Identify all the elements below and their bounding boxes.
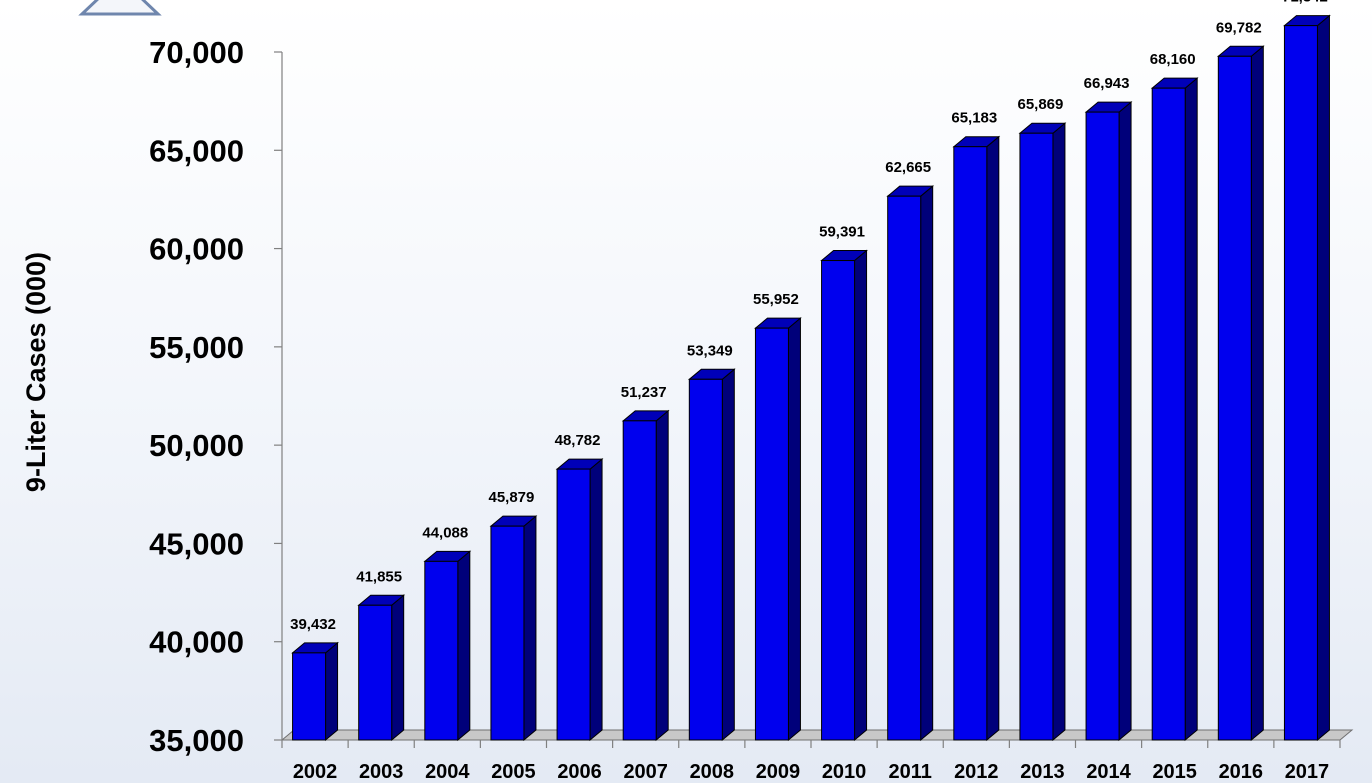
bar-side	[523, 515, 537, 742]
bar	[424, 560, 459, 741]
x-tick-label: 2014	[1086, 761, 1131, 783]
x-tick-label: 2002	[293, 761, 338, 783]
bar-side	[920, 185, 934, 742]
x-tick-label: 2011	[888, 761, 931, 783]
data-label: 65,869	[1017, 96, 1063, 113]
bar-side	[1184, 77, 1198, 742]
bar-side	[721, 368, 735, 742]
bar-side	[655, 409, 669, 742]
x-tick-label: 2004	[425, 761, 470, 783]
bar	[556, 468, 591, 741]
bar	[887, 195, 922, 741]
y-tick-label: 65,000	[149, 133, 244, 168]
x-tick-label: 2007	[623, 761, 668, 783]
data-label: 41,855	[356, 568, 402, 585]
bar-side	[986, 135, 1000, 742]
y-tick-label: 70,000	[149, 35, 244, 70]
data-label: 66,943	[1084, 75, 1130, 92]
y-axis-title: 9-Liter Cases (000)	[21, 252, 51, 492]
x-tick-label: 2017	[1285, 761, 1330, 783]
y-tick-label: 45,000	[149, 526, 244, 561]
bar	[292, 652, 327, 741]
data-label: 68,160	[1150, 51, 1196, 68]
bar	[358, 604, 393, 741]
data-label: 71,342	[1282, 0, 1328, 6]
x-tick-label: 2008	[690, 761, 735, 783]
x-tick-label: 2016	[1219, 761, 1264, 783]
bar	[821, 260, 856, 741]
nav-triangle-icon	[78, 0, 162, 16]
data-label: 51,237	[621, 384, 667, 401]
bar	[953, 146, 988, 741]
x-tick-label: 2010	[822, 761, 867, 783]
data-label: 65,183	[951, 110, 997, 127]
data-label: 62,665	[885, 159, 931, 176]
data-label: 55,952	[753, 291, 799, 308]
x-tick-label: 2005	[491, 761, 536, 783]
y-tick-label: 35,000	[149, 723, 244, 758]
data-label: 69,782	[1216, 19, 1262, 36]
x-tick-label: 2003	[359, 761, 404, 783]
x-tick-label: 2009	[756, 761, 801, 783]
x-tick-label: 2012	[954, 761, 999, 783]
bar-side	[854, 249, 868, 742]
bar	[1085, 111, 1120, 741]
bar-side	[325, 641, 339, 742]
plot-area: 70,000 65,000 60,000 55,000 50,000 45,000 40,0…	[149, 0, 1354, 783]
y-tick-label: 40,000	[149, 625, 244, 660]
y-tick-label: 50,000	[149, 428, 244, 463]
bar	[688, 378, 723, 741]
bar	[1019, 132, 1054, 741]
y-tick-label: 55,000	[149, 330, 244, 365]
bar	[490, 525, 525, 741]
bar-side	[1052, 122, 1066, 742]
data-label: 45,879	[488, 489, 534, 506]
x-tick-label: 2015	[1152, 761, 1197, 783]
data-label: 59,391	[819, 224, 865, 241]
bar-side	[1118, 101, 1132, 742]
bar-side	[391, 594, 405, 742]
x-tick-label: 2006	[557, 761, 602, 783]
bar-side	[1250, 45, 1264, 742]
bar-side	[589, 458, 603, 742]
bar-side	[457, 550, 471, 742]
bar	[1217, 55, 1252, 741]
data-label: 53,349	[687, 342, 733, 359]
bar-side	[1316, 14, 1330, 742]
y-tick-label: 60,000	[149, 232, 244, 267]
data-label: 48,782	[555, 432, 601, 449]
x-tick-label: 2013	[1020, 761, 1065, 783]
bar-side	[787, 317, 801, 742]
data-label: 44,088	[422, 524, 468, 541]
data-label: 39,432	[290, 616, 336, 633]
bar	[1151, 87, 1186, 741]
bar	[622, 420, 657, 741]
bar	[754, 327, 789, 741]
bar	[1283, 25, 1318, 741]
